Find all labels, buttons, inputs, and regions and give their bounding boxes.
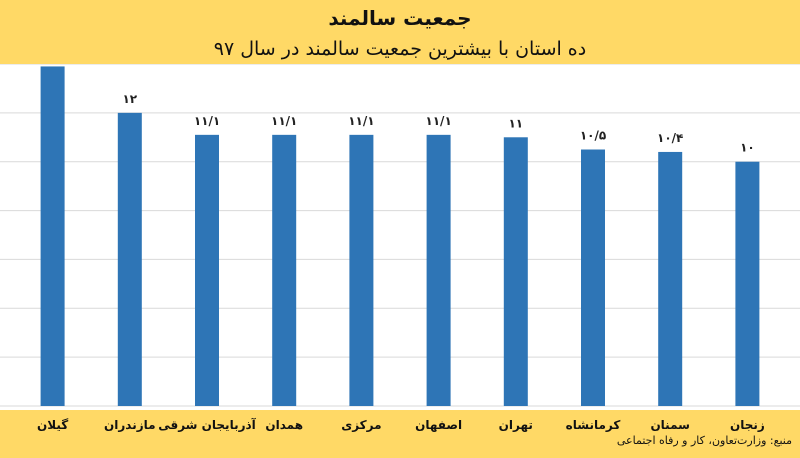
data-label: ۱۱ xyxy=(508,116,523,130)
bar xyxy=(117,112,142,406)
bar xyxy=(40,66,65,406)
data-label: ۱۱/۱ xyxy=(194,114,220,128)
bar xyxy=(272,134,297,406)
source-note: منبع: وزارت‌تعاون، کار و رفاه اجتماعی xyxy=(616,434,792,447)
category-label: کرمانشاه xyxy=(565,418,621,432)
data-label: ۱۰/۴ xyxy=(657,131,683,145)
bar xyxy=(658,151,683,406)
category-label: مازندران xyxy=(104,418,156,432)
bar xyxy=(349,134,374,406)
category-label: سمنان xyxy=(650,418,690,432)
bar xyxy=(735,161,760,406)
category-label: آذربایجان شرقی xyxy=(158,418,256,432)
data-label: ۱۱/۱ xyxy=(271,114,297,128)
bar xyxy=(426,134,451,406)
category-label: زنجان xyxy=(729,418,765,432)
data-label: ۱۲ xyxy=(122,92,137,106)
category-label: گیلان xyxy=(36,418,69,432)
bar xyxy=(503,137,528,406)
bar xyxy=(195,134,219,406)
category-label: همدان xyxy=(265,418,304,432)
category-label: تهران xyxy=(498,418,533,432)
bar xyxy=(581,149,605,406)
chart-title: جمعیت سالمند xyxy=(328,6,472,30)
data-label: ۱۱/۱ xyxy=(348,114,374,128)
data-label: ۱۰ xyxy=(740,141,755,155)
category-label: اصفهان xyxy=(415,418,463,432)
data-label: ۱۰/۵ xyxy=(580,129,606,143)
data-label: ۱۱/۱ xyxy=(425,114,451,128)
category-label: مرکزی xyxy=(341,418,382,432)
chart-subtitle: ده استان با بیشترین جمعیت سالمند در سال … xyxy=(213,38,587,60)
